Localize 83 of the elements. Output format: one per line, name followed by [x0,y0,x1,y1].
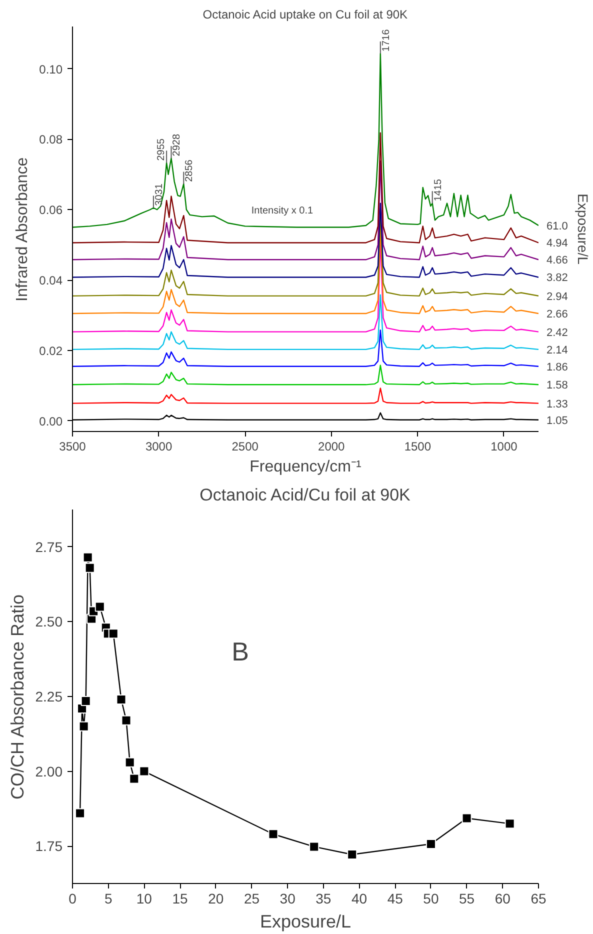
x-axis-title: Exposure/L [260,912,352,932]
point [139,766,150,776]
point [309,842,320,852]
line-series [72,132,538,244]
series-label: 1.33 [546,398,568,410]
series-label: 1.58 [546,380,568,392]
series-label: 3.82 [546,272,568,284]
y-tick-label: 0.06 [39,203,63,218]
x-tick-label: 20 [208,890,224,906]
y-tick-label: 2.50 [35,614,63,630]
y-tick-label: 2.25 [35,688,63,704]
y-tick-label: 0.00 [39,414,63,428]
x-axis-title: Frequency/cm⁻¹ [250,458,362,476]
x-tick-label: 55 [459,890,475,906]
x-tick-label: 2500 [232,440,259,454]
x-tick-label: 65 [530,890,546,906]
x-tick-label: 2000 [318,440,346,454]
chart-title: Octanoic Acid uptake on Cu foil at 90K [202,8,408,22]
line-series [72,53,538,228]
point [426,839,436,850]
point [129,774,140,784]
y-tick-label: 0.04 [39,274,63,288]
point [78,721,89,732]
y-tick-label: 2.00 [35,763,63,780]
y-tick-label: 0.08 [39,132,63,147]
y-tick-label: 0.02 [39,344,63,358]
x-tick-label: 50 [423,890,439,906]
annotation: 1716 [380,28,392,52]
series-label: 1.05 [546,414,568,427]
x-tick-label: 10 [136,890,152,906]
series-label: 4.66 [546,254,568,267]
point [75,808,86,818]
point [504,818,515,829]
x-tick-label: 60 [494,890,511,906]
point [116,694,126,704]
y-axis-title: Infrared Absorbance [14,157,32,302]
x-tick-label: 3500 [59,440,86,454]
x-tick-label: 15 [172,890,188,906]
line-series [72,388,538,404]
series-label: 2.42 [546,326,568,339]
y-tick-label: 1.75 [35,838,63,854]
x-tick-label: 0 [68,890,77,906]
series-label: 2.94 [546,290,568,303]
point [108,628,118,639]
chart-title: Octanoic Acid/Cu foil at 90K [200,486,412,504]
x-tick-label: 3000 [145,440,172,454]
x-tick-label: 40 [351,890,368,906]
annotation: 1415 [432,178,444,202]
x-tick-label: 30 [280,890,296,906]
point [347,849,358,860]
y-axis-title: CO/CH Absorbance Ratio [7,594,28,800]
x-tick-label: 45 [387,890,404,906]
series-label: 1.86 [546,361,568,374]
point [80,696,91,706]
line-series [72,160,538,260]
annotation: 2928 [172,134,183,156]
y-tick-label: 2.75 [35,538,63,555]
series-label: 2.66 [546,308,568,321]
annotation: B [232,636,249,667]
annotation: 3031 [154,183,165,206]
series-label: 4.94 [546,238,568,250]
line-series [72,294,538,350]
x-tick-label: 5 [104,890,112,906]
point [121,715,132,726]
x-tick-label: 1000 [490,440,518,454]
line-series [72,364,538,386]
series-label: 2.14 [546,344,568,356]
annotation: 2856 [184,159,196,182]
point [84,562,95,573]
y-tick-label: 0.10 [39,62,63,76]
point [268,829,278,840]
x-tick-label: 35 [316,890,332,906]
point [94,602,105,612]
point [462,813,472,824]
annotation: 2955 [156,138,168,161]
x-tick-label: 25 [244,890,260,906]
point [82,552,93,562]
x-tick-label: 1500 [404,440,432,454]
line-series [72,329,538,367]
series-label: 61.0 [546,220,568,232]
annotation: Intensity x 0.1 [251,205,314,216]
legend-title: Exposure/L [574,194,591,265]
point [124,757,135,768]
